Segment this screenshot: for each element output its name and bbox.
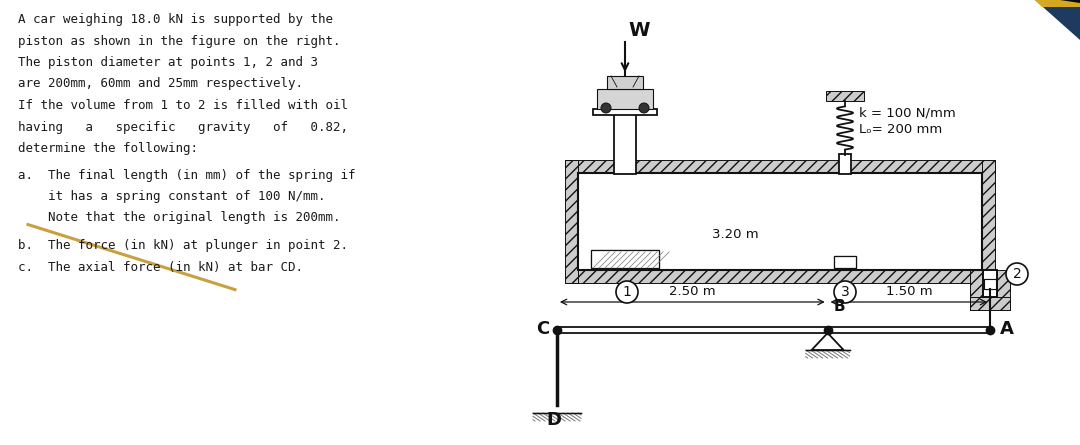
Bar bbox=[565, 160, 995, 173]
Text: it has a spring constant of 100 N/mm.: it has a spring constant of 100 N/mm. bbox=[18, 190, 325, 203]
Text: C: C bbox=[536, 320, 549, 338]
Bar bbox=[970, 297, 1010, 310]
Bar bbox=[615, 114, 636, 174]
Text: b.  The force (in kN) at plunger in point 2.: b. The force (in kN) at plunger in point… bbox=[18, 239, 348, 252]
Text: W: W bbox=[627, 21, 649, 40]
Circle shape bbox=[616, 281, 638, 303]
Bar bbox=[826, 91, 864, 101]
Text: are 200mm, 60mm and 25mm respectively.: are 200mm, 60mm and 25mm respectively. bbox=[18, 77, 303, 90]
Bar bbox=[834, 256, 856, 268]
Text: 3: 3 bbox=[840, 285, 849, 299]
Text: The piston diameter at points 1, 2 and 3: The piston diameter at points 1, 2 and 3 bbox=[18, 56, 318, 69]
Text: 2.50 m: 2.50 m bbox=[669, 285, 716, 298]
Text: 1: 1 bbox=[622, 285, 632, 299]
Text: k = 100 N/mm: k = 100 N/mm bbox=[859, 107, 956, 120]
Text: piston as shown in the figure on the right.: piston as shown in the figure on the rig… bbox=[18, 35, 340, 48]
Bar bbox=[597, 89, 653, 109]
Bar bbox=[591, 250, 659, 268]
Text: If the volume from 1 to 2 is filled with oil: If the volume from 1 to 2 is filled with… bbox=[18, 99, 348, 112]
Circle shape bbox=[639, 103, 649, 113]
Circle shape bbox=[600, 103, 611, 113]
Text: B: B bbox=[834, 299, 846, 314]
Bar bbox=[565, 270, 995, 283]
Bar bbox=[982, 160, 995, 283]
Bar bbox=[984, 279, 996, 289]
Text: 1.50 m: 1.50 m bbox=[886, 285, 932, 298]
Bar bbox=[578, 173, 982, 270]
Bar bbox=[983, 270, 997, 297]
Text: Lₒ= 200 mm: Lₒ= 200 mm bbox=[859, 123, 942, 136]
Bar bbox=[839, 154, 851, 174]
Text: a.  The final length (in mm) of the spring if: a. The final length (in mm) of the sprin… bbox=[18, 169, 355, 182]
Bar bbox=[565, 160, 578, 283]
Polygon shape bbox=[1059, 0, 1080, 3]
Bar bbox=[984, 279, 996, 289]
Text: 3.20 m: 3.20 m bbox=[712, 228, 758, 241]
Text: A: A bbox=[1000, 320, 1014, 338]
Text: c.  The axial force (in kN) at bar CD.: c. The axial force (in kN) at bar CD. bbox=[18, 261, 303, 274]
Bar bbox=[591, 250, 659, 268]
Text: having   a   specific   gravity   of   0.82,: having a specific gravity of 0.82, bbox=[18, 121, 348, 134]
Text: Note that the original length is 200mm.: Note that the original length is 200mm. bbox=[18, 211, 340, 224]
Bar bbox=[997, 270, 1010, 310]
Text: A car weighing 18.0 kN is supported by the: A car weighing 18.0 kN is supported by t… bbox=[18, 13, 333, 26]
Circle shape bbox=[1005, 263, 1028, 285]
Circle shape bbox=[834, 281, 856, 303]
Text: 2: 2 bbox=[1013, 267, 1022, 281]
Polygon shape bbox=[1035, 0, 1080, 7]
Bar bbox=[834, 256, 856, 268]
Bar bbox=[607, 76, 643, 89]
Text: D: D bbox=[546, 411, 562, 429]
Polygon shape bbox=[812, 333, 843, 350]
Bar bbox=[593, 109, 657, 115]
Text: determine the following:: determine the following: bbox=[18, 142, 198, 155]
Bar bbox=[970, 270, 983, 310]
Polygon shape bbox=[1035, 0, 1080, 40]
